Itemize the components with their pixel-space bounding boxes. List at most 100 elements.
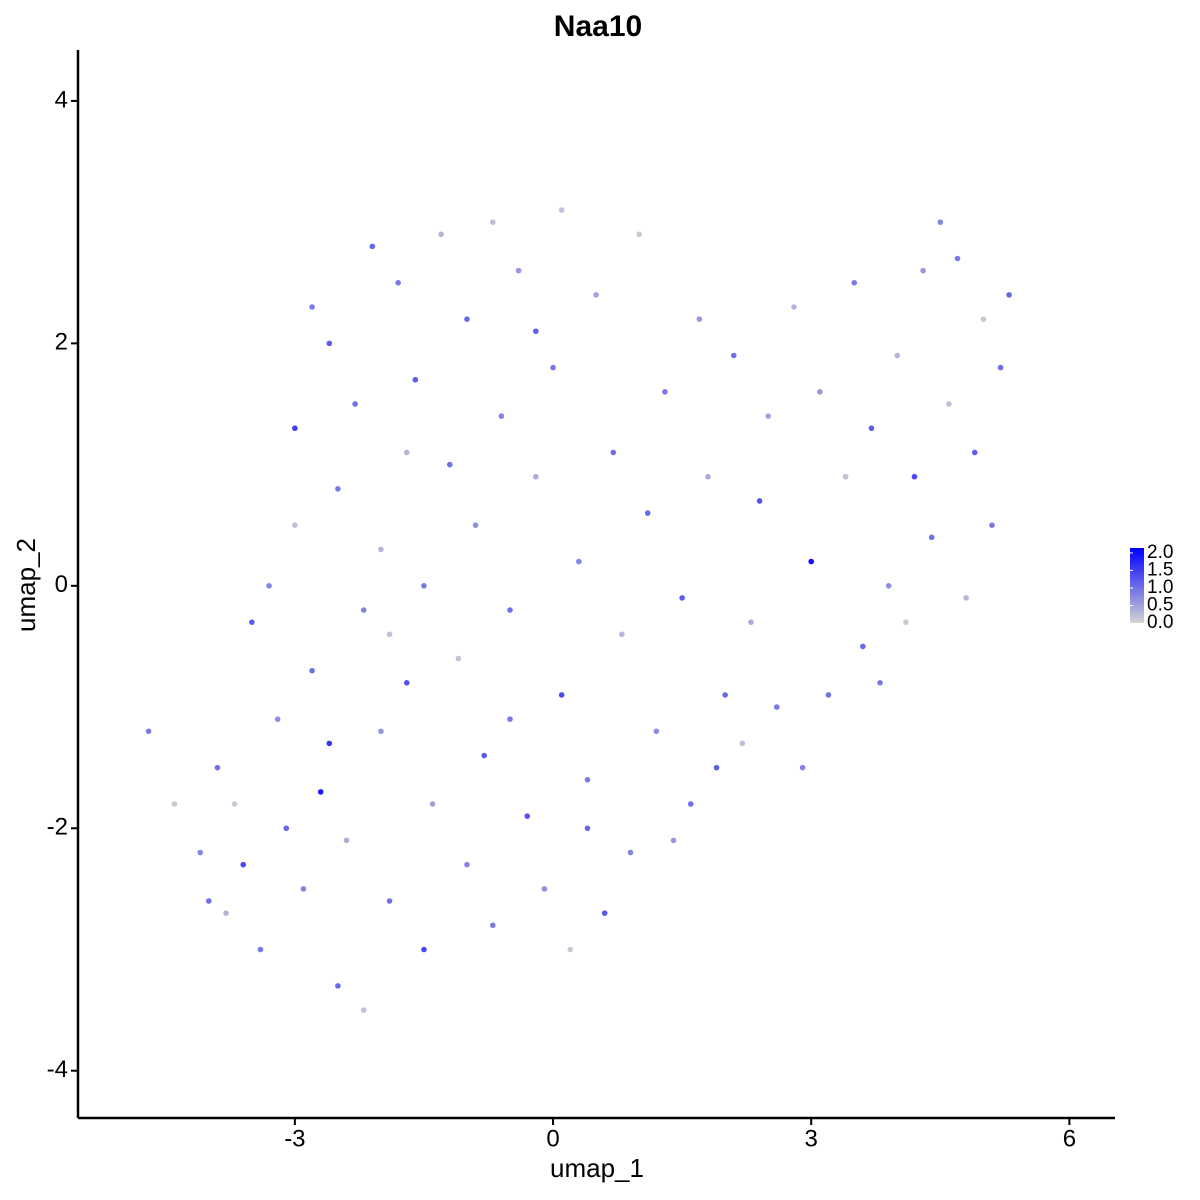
point [369,243,376,250]
point [464,861,470,868]
point [954,255,961,262]
y-tick-label: -2 [47,814,68,841]
point [644,510,651,516]
point [257,946,264,953]
point [386,898,393,904]
point [438,231,444,238]
point [791,304,797,310]
point [412,376,419,383]
point [352,401,358,407]
point [601,910,608,916]
point [326,740,333,747]
point [403,449,410,456]
point [885,583,892,589]
point [739,740,746,747]
point [309,304,315,310]
point [825,692,832,698]
point [249,619,255,625]
point [206,898,212,904]
point [309,667,315,674]
color-tick-label: 0.0 [1147,612,1173,633]
point [558,692,565,698]
point [360,1007,367,1013]
point [868,425,875,432]
point [756,498,763,504]
point [498,413,505,419]
point [335,486,341,492]
y-axis-label: umap_2 [11,538,41,632]
point [971,449,978,456]
point [507,607,513,613]
point [980,316,987,322]
point [584,825,591,832]
point [670,837,677,844]
point [533,473,539,480]
point [292,522,298,529]
point [748,619,754,625]
y-tick-label: 0 [55,571,68,598]
point [446,461,453,468]
point [705,473,711,480]
point [928,534,935,541]
point [894,352,901,359]
x-tick-label: 0 [546,1125,559,1152]
point [524,813,531,819]
point [593,292,599,298]
x-tick-label: 6 [1063,1125,1076,1152]
point [765,413,771,419]
point [817,389,823,395]
point [197,849,204,856]
point [507,716,513,722]
point [946,401,952,407]
point [722,692,728,698]
x-axis-label: umap_1 [550,1153,644,1183]
point [584,776,591,783]
point [472,522,479,529]
point [533,328,539,335]
color-tick-label: 1.0 [1147,577,1173,598]
point [429,801,436,807]
point [240,861,247,868]
point [911,473,918,480]
point [490,219,496,225]
point [636,231,642,238]
point [292,425,298,432]
point [963,595,969,601]
point [395,279,401,286]
point [481,752,487,759]
chart-title: Naa10 [554,10,642,43]
point [283,825,290,832]
point [171,801,178,807]
point [851,279,858,286]
point [997,364,1004,371]
point [610,449,617,456]
point [550,364,556,371]
color-tick-label: 0.5 [1147,594,1173,615]
point [490,922,496,929]
point [679,595,685,601]
point [515,267,522,274]
point [799,764,806,771]
x-tick-label: 3 [805,1125,818,1152]
point [662,389,668,395]
point [300,886,307,892]
point [989,522,995,529]
point [386,631,393,638]
point [730,352,737,359]
y-tick-label: 4 [55,86,68,113]
point [860,643,866,650]
point [464,316,470,322]
point [214,764,221,771]
color-bar [1130,548,1144,623]
point [1006,292,1012,298]
point [421,583,427,589]
point [266,583,272,589]
y-tick-label: -4 [47,1056,68,1083]
point [937,219,944,225]
point [421,946,427,953]
point [335,983,341,989]
point [541,886,548,892]
point [455,655,462,662]
point [317,789,324,795]
